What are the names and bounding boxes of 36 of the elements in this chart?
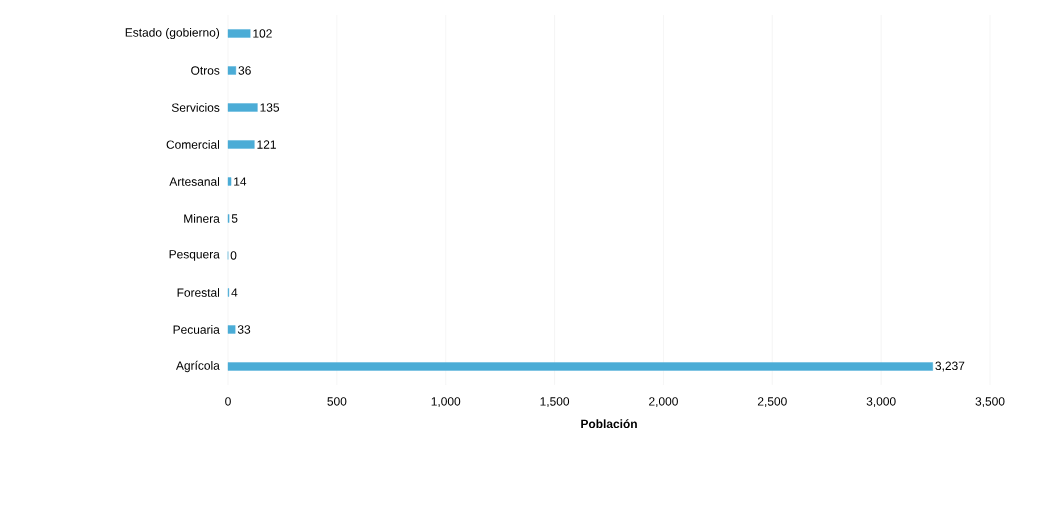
data-label: 135	[260, 103, 280, 112]
data-label: 36	[238, 66, 251, 75]
x-tick-label: 2,000	[649, 397, 678, 408]
x-tick-label: 0	[225, 397, 231, 406]
data-label: 0	[230, 251, 237, 260]
x-tick-label: 500	[327, 397, 347, 406]
y-tick-label: Servicios	[171, 103, 220, 112]
y-tick-label: Estado (gobierno)	[125, 27, 220, 40]
bar	[227, 29, 251, 38]
y-tick-label: Artesanal	[169, 177, 220, 186]
x-tick-label: 3,000	[866, 397, 896, 408]
y-tick-label: Comercial	[166, 140, 220, 149]
data-label: 14	[234, 177, 247, 186]
x-tick-label: 3,500	[975, 397, 1005, 408]
y-tick-label: Otros	[191, 66, 220, 75]
bar	[227, 177, 232, 186]
data-label: 102	[253, 29, 272, 38]
y-tick-label: Agrícola	[175, 360, 220, 373]
data-label: 4	[231, 288, 238, 297]
y-tick-label: Minera	[184, 214, 220, 223]
x-axis-title: Población	[581, 419, 637, 429]
x-tick-label: 1,000	[431, 397, 461, 408]
y-tick-label: Pecuaria	[173, 325, 220, 334]
bar	[227, 362, 933, 371]
bar	[227, 103, 258, 112]
x-tick-label: 2,500	[757, 397, 787, 408]
y-tick-label: Forestal	[177, 288, 220, 297]
data-label: 5	[231, 214, 238, 223]
bar	[227, 140, 255, 149]
data-label: 121	[257, 140, 276, 149]
data-label: 3,237	[935, 361, 965, 372]
y-tick-label: Pesquera	[169, 250, 220, 261]
data-label: 33	[237, 325, 251, 334]
bar	[227, 66, 237, 75]
x-tick-label: 1,500	[540, 397, 570, 408]
bar	[227, 325, 236, 334]
